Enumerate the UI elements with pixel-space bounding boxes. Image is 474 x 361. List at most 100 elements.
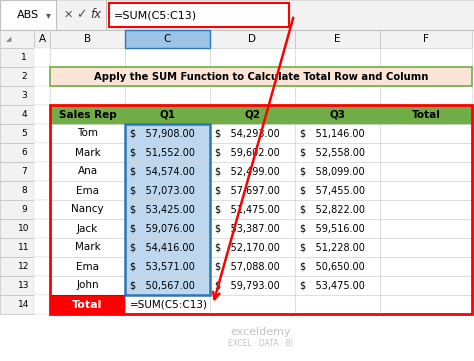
Text: 7: 7 <box>21 167 27 176</box>
Bar <box>125 48 210 67</box>
Text: $   51,146.00: $ 51,146.00 <box>300 129 365 139</box>
Text: $   58,099.00: $ 58,099.00 <box>300 166 365 177</box>
Text: $   50,567.00: $ 50,567.00 <box>130 280 195 291</box>
Bar <box>125 238 210 257</box>
Bar <box>380 124 472 143</box>
Bar <box>50 143 125 162</box>
Text: ◢: ◢ <box>6 36 12 42</box>
Text: $   57,697.00: $ 57,697.00 <box>215 186 280 196</box>
Text: Q1: Q1 <box>159 109 175 119</box>
Bar <box>0 238 34 257</box>
Bar <box>380 105 472 124</box>
Bar <box>0 86 34 105</box>
Text: 6: 6 <box>21 148 27 157</box>
Bar <box>210 105 295 124</box>
Bar <box>34 200 50 219</box>
Bar <box>125 257 210 276</box>
Bar <box>295 105 380 124</box>
Bar <box>210 124 295 143</box>
Text: Sales Rep: Sales Rep <box>59 109 117 119</box>
Bar <box>0 181 34 200</box>
Bar <box>34 162 50 181</box>
Bar <box>210 162 295 181</box>
Bar <box>295 200 380 219</box>
Bar <box>295 30 380 48</box>
Bar <box>0 124 34 143</box>
Bar <box>50 48 125 67</box>
Text: 8: 8 <box>21 186 27 195</box>
Text: exceldemy: exceldemy <box>231 327 292 337</box>
Text: $   50,650.00: $ 50,650.00 <box>300 261 365 271</box>
Bar <box>0 48 34 67</box>
Bar <box>210 200 295 219</box>
Text: =SUM(C5:C13): =SUM(C5:C13) <box>114 10 197 20</box>
Bar <box>0 67 34 86</box>
Bar <box>380 143 472 162</box>
Bar <box>210 276 295 295</box>
Text: Nancy: Nancy <box>71 204 104 214</box>
Bar <box>210 86 295 105</box>
Bar <box>380 86 472 105</box>
Bar <box>50 162 125 181</box>
Text: Ana: Ana <box>77 166 98 177</box>
Bar <box>50 67 472 86</box>
Bar <box>0 30 34 48</box>
Bar <box>50 238 125 257</box>
Text: $   51,475.00: $ 51,475.00 <box>215 204 280 214</box>
Text: $   53,387.00: $ 53,387.00 <box>215 223 280 234</box>
Bar <box>0 143 34 162</box>
Text: Ema: Ema <box>76 186 99 196</box>
Text: 9: 9 <box>21 205 27 214</box>
Text: Mark: Mark <box>74 243 100 252</box>
Bar <box>210 219 295 238</box>
Bar <box>210 30 295 48</box>
Bar <box>50 200 125 219</box>
Bar <box>56 0 57 30</box>
Text: $   53,571.00: $ 53,571.00 <box>130 261 195 271</box>
Bar <box>295 181 380 200</box>
Bar <box>125 30 210 48</box>
Bar <box>0 219 34 238</box>
Bar <box>0 0 474 30</box>
Bar <box>50 30 125 48</box>
Bar <box>0 0 56 30</box>
Bar <box>34 143 50 162</box>
Text: $   54,293.00: $ 54,293.00 <box>215 129 280 139</box>
Bar <box>50 105 125 124</box>
Text: D: D <box>248 34 256 44</box>
Text: 11: 11 <box>18 243 30 252</box>
Bar <box>295 276 380 295</box>
Bar <box>210 143 295 162</box>
Text: ✕: ✕ <box>64 10 73 20</box>
Text: 4: 4 <box>21 110 27 119</box>
Text: 10: 10 <box>18 224 30 233</box>
Text: $   59,516.00: $ 59,516.00 <box>300 223 365 234</box>
Text: Total: Total <box>411 109 440 119</box>
Bar <box>380 30 472 48</box>
Bar <box>210 181 295 200</box>
Bar <box>34 181 50 200</box>
Text: $   59,602.00: $ 59,602.00 <box>215 148 280 157</box>
Text: Apply the SUM Function to Calculate Total Row and Column: Apply the SUM Function to Calculate Tota… <box>94 71 428 82</box>
Bar <box>380 181 472 200</box>
Text: $   57,088.00: $ 57,088.00 <box>215 261 280 271</box>
Bar <box>0 105 34 124</box>
Text: 14: 14 <box>18 300 30 309</box>
Bar <box>50 86 125 105</box>
Bar <box>34 219 50 238</box>
Text: $   59,076.00: $ 59,076.00 <box>130 223 195 234</box>
Text: 1: 1 <box>21 53 27 62</box>
Bar <box>380 219 472 238</box>
Bar <box>380 238 472 257</box>
Bar <box>34 257 50 276</box>
Text: Tom: Tom <box>77 129 98 139</box>
Bar <box>380 162 472 181</box>
Bar <box>34 124 50 143</box>
Bar <box>210 48 295 67</box>
Text: ABS: ABS <box>17 10 39 20</box>
Bar <box>0 276 34 295</box>
Bar <box>34 238 50 257</box>
Text: F: F <box>423 34 429 44</box>
Bar <box>210 295 295 314</box>
Bar <box>295 238 380 257</box>
